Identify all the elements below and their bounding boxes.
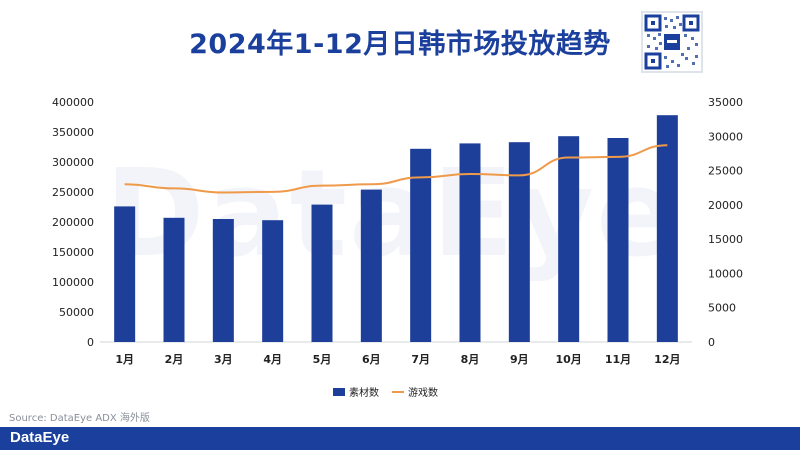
bar	[262, 220, 284, 342]
y-tick-right-label: 10000	[708, 267, 743, 280]
y-tick-left-label: 250000	[52, 186, 94, 199]
source-note: Source: DataEye ADX 海外版	[9, 413, 150, 424]
series-line-games	[124, 144, 668, 194]
x-tick-label: 3月	[214, 353, 233, 366]
footer-bar: DataEye	[0, 427, 800, 450]
bar	[114, 206, 136, 342]
bar	[360, 189, 382, 342]
y-tick-left-label: 400000	[52, 96, 94, 109]
y-tick-left-label: 200000	[52, 216, 94, 229]
bar	[656, 115, 678, 342]
brand-logo: DataEye	[10, 429, 70, 446]
legend-label-bar: 素材数	[349, 386, 379, 399]
chart-title: 2024年1-12月日韩市场投放趋势	[189, 29, 611, 60]
y-tick-right-label: 35000	[708, 96, 743, 109]
y-tick-right-label: 25000	[708, 165, 743, 178]
y-tick-left-label: 300000	[52, 156, 94, 169]
x-tick-label: 2月	[165, 353, 184, 366]
x-tick-label: 8月	[461, 353, 480, 366]
bar	[459, 143, 481, 342]
x-tick-label: 6月	[362, 353, 381, 366]
y-tick-right-label: 5000	[708, 302, 736, 315]
bar	[410, 148, 432, 342]
bar	[311, 204, 333, 342]
bar	[508, 142, 530, 342]
bar	[212, 219, 234, 342]
bar-line-chart: 0500001000001500002000002500003000003500…	[52, 96, 743, 399]
legend-swatch-bar	[333, 388, 345, 396]
y-tick-right-label: 15000	[708, 233, 743, 246]
x-tick-label: 10月	[556, 353, 582, 366]
x-tick-label: 1月	[115, 353, 134, 366]
x-tick-label: 12月	[654, 353, 680, 366]
bar	[558, 136, 580, 342]
y-tick-right-label: 30000	[708, 130, 743, 143]
y-tick-left-label: 50000	[59, 306, 94, 319]
y-tick-right-label: 20000	[708, 199, 743, 212]
x-tick-label: 7月	[411, 353, 430, 366]
y-tick-left-label: 350000	[52, 126, 94, 139]
watermark: DataEye	[105, 145, 680, 284]
qr-code	[641, 11, 703, 73]
x-tick-label: 9月	[510, 353, 529, 366]
x-tick-label: 5月	[313, 353, 332, 366]
bar	[607, 138, 629, 342]
legend-label-line: 游戏数	[408, 386, 438, 399]
x-tick-label: 4月	[263, 353, 282, 366]
y-tick-left-label: 150000	[52, 246, 94, 259]
y-tick-left-label: 0	[87, 336, 94, 349]
x-tick-label: 11月	[605, 353, 631, 366]
y-tick-left-label: 100000	[52, 276, 94, 289]
bar	[163, 217, 185, 342]
y-tick-right-label: 0	[708, 336, 715, 349]
